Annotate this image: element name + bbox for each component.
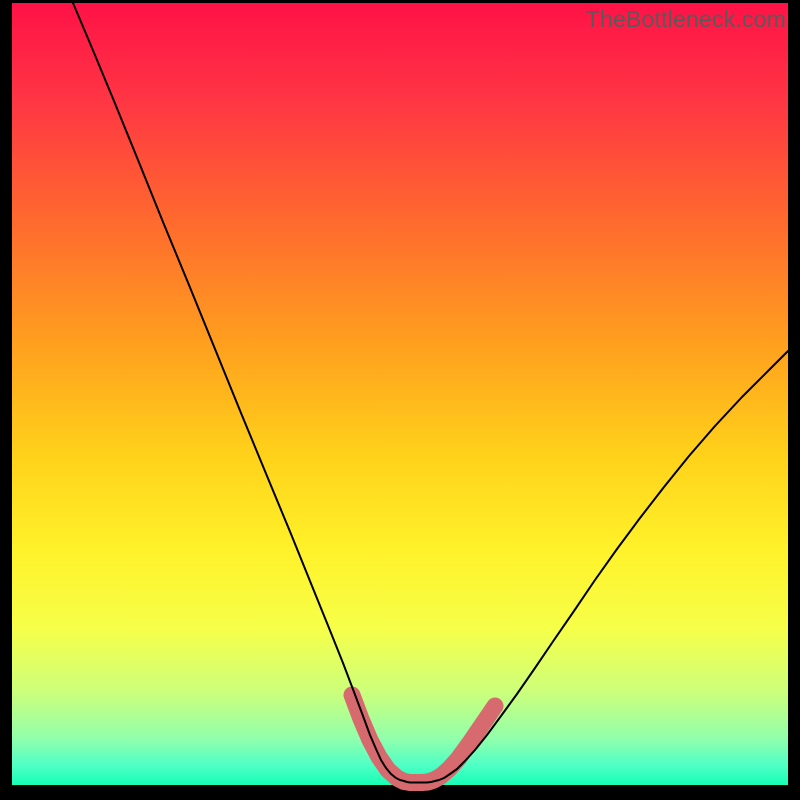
chart-plot-area — [12, 3, 788, 785]
chart-border-top — [0, 0, 800, 3]
chart-border-right — [788, 0, 800, 800]
chart-border-left — [0, 0, 12, 800]
chart-border-bottom — [0, 785, 800, 800]
chart-stage: TheBottleneck.com — [0, 0, 800, 800]
watermark-text: TheBottleneck.com — [586, 6, 786, 33]
